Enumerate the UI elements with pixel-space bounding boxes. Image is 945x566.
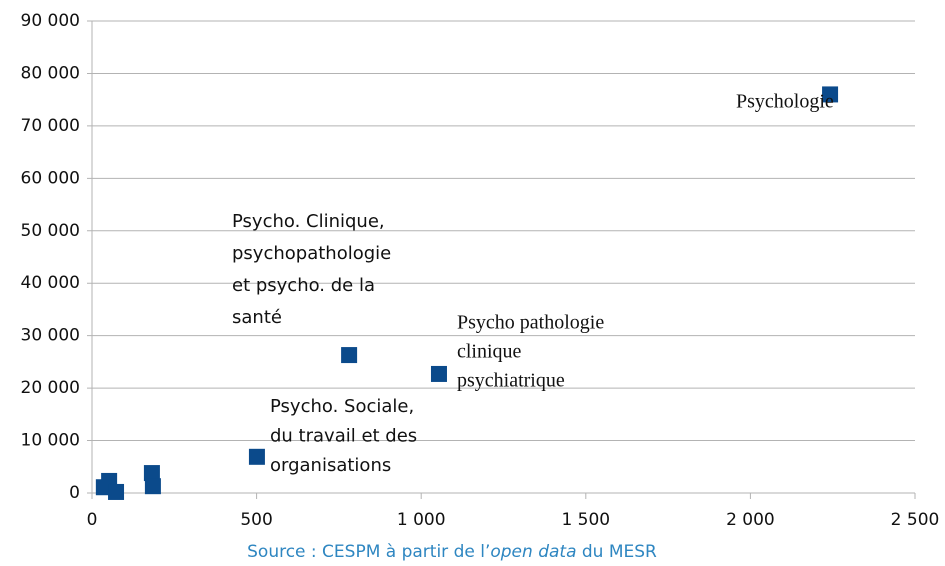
point xyxy=(430,365,447,382)
source-part: open data xyxy=(490,542,576,562)
x-tick-label: 2 500 xyxy=(891,510,940,530)
y-tick-label: 70 000 xyxy=(21,116,80,136)
x-tick-label: 1 500 xyxy=(561,510,610,530)
point xyxy=(248,448,265,465)
point xyxy=(108,483,125,500)
x-tick-label: 1 000 xyxy=(397,510,446,530)
point xyxy=(341,347,358,364)
annotation: Psycho pathologie xyxy=(457,312,604,334)
y-tick-label: 50 000 xyxy=(21,221,80,241)
annotation: et psycho. de la xyxy=(232,275,375,296)
source-part: du MESR xyxy=(576,542,657,562)
point xyxy=(822,86,839,103)
y-tick-label: 60 000 xyxy=(21,168,80,188)
point xyxy=(144,478,161,495)
y-tick-label: 10 000 xyxy=(21,431,80,451)
annotation: du travail et des xyxy=(270,426,417,447)
annotation: Psycho. Sociale, xyxy=(270,396,414,417)
y-tick-label: 0 xyxy=(69,483,80,503)
annotation: santé xyxy=(232,307,282,328)
point xyxy=(143,465,160,482)
y-tick-label: 80 000 xyxy=(21,63,80,83)
x-tick-label: 500 xyxy=(240,510,272,530)
y-tick-label: 90 000 xyxy=(21,11,80,31)
y-tick-label: 30 000 xyxy=(21,326,80,346)
annotation: Psychologie xyxy=(736,91,834,113)
annotation: psychopathologie xyxy=(232,243,391,264)
x-tick-label: 0 xyxy=(87,510,98,530)
y-tick-label: 40 000 xyxy=(21,273,80,293)
source-part: Source : CESPM à partir de l’ xyxy=(247,542,490,562)
x-tick-label: 2 000 xyxy=(726,510,775,530)
source: Source : CESPM à partir de l’open data d… xyxy=(247,542,657,562)
annotation: clinique xyxy=(457,341,522,363)
annotation: organisations xyxy=(270,455,391,476)
annotation: Psycho. Clinique, xyxy=(232,211,385,232)
y-tick-label: 20 000 xyxy=(21,378,80,398)
annotation: psychiatrique xyxy=(457,370,565,392)
point xyxy=(95,479,112,496)
